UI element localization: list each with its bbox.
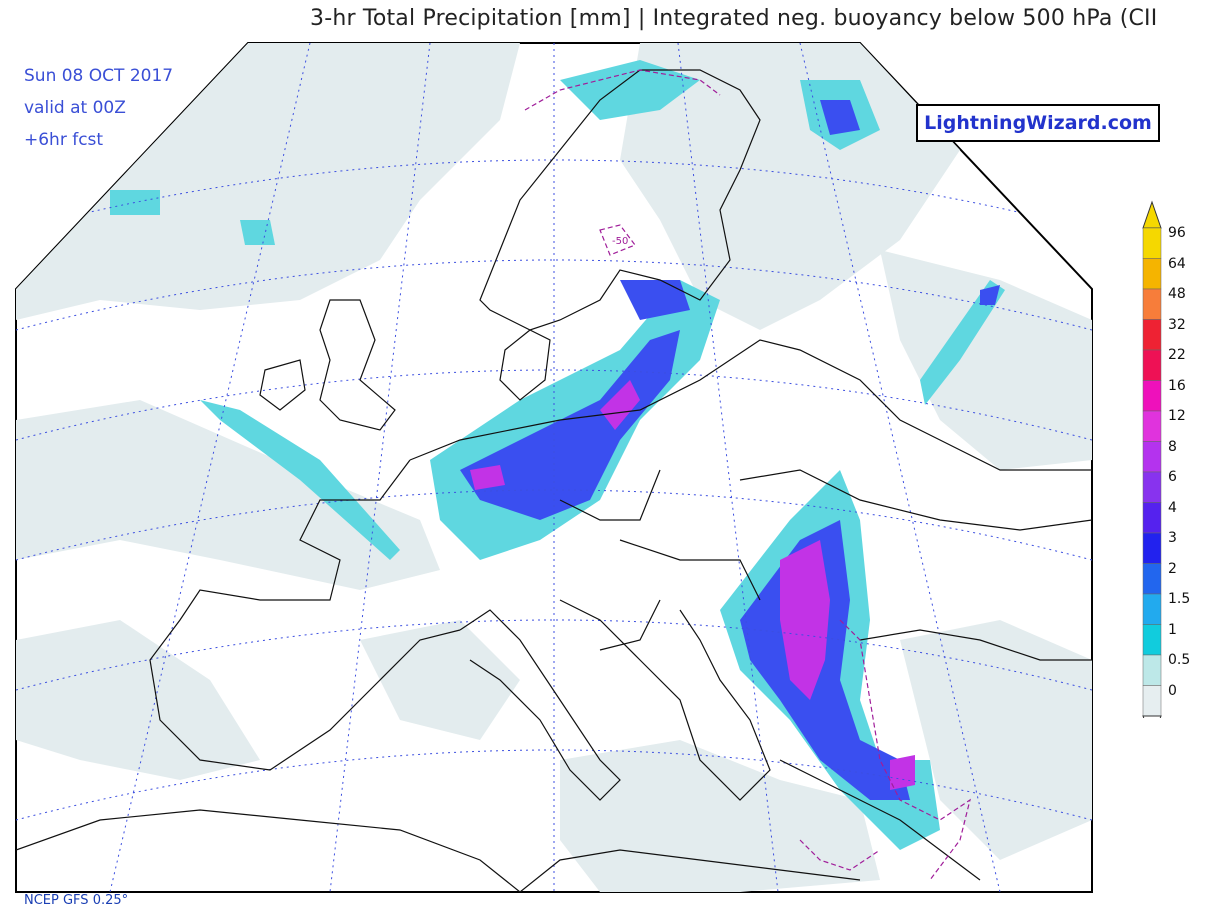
light-precip-field <box>16 43 1092 892</box>
legend-swatch <box>1142 593 1162 625</box>
legend-label: 2 <box>1168 560 1177 577</box>
legend-label: 12 <box>1168 408 1186 424</box>
legend-swatch <box>1142 258 1162 290</box>
legend-label: 0 <box>1168 682 1177 699</box>
model-label: NCEP GFS 0.25° <box>24 893 129 908</box>
lightningwizard-logo[interactable]: LightningWizard.com <box>916 104 1160 142</box>
legend-label: 48 <box>1168 286 1186 302</box>
legend-label: 3 <box>1168 530 1177 546</box>
intense-precip-field <box>470 380 915 790</box>
legend-label: 6 <box>1168 469 1177 485</box>
legend-label: 22 <box>1168 347 1186 363</box>
legend-label: 0.5 <box>1168 652 1191 668</box>
legend-swatch <box>1142 502 1162 534</box>
legend-swatch <box>1142 349 1162 381</box>
legend-swatch <box>1142 685 1162 717</box>
legend-swatch <box>1142 319 1162 351</box>
valid-time: valid at 00Z <box>24 98 126 118</box>
legend-swatch <box>1142 624 1162 656</box>
coastlines <box>16 69 1092 892</box>
precip-color-legend <box>1142 200 1162 718</box>
legend-swatch <box>1142 380 1162 412</box>
legend-swatch <box>1142 288 1162 320</box>
legend-label: 8 <box>1168 438 1177 455</box>
legend-swatch <box>1142 471 1162 503</box>
legend-label: 1 <box>1168 621 1177 638</box>
legend-label: 32 <box>1168 316 1186 333</box>
cin-contours <box>524 69 971 881</box>
legend-min-arrow <box>1142 715 1162 718</box>
cin-contour-label: -50 <box>612 236 628 247</box>
graticule <box>16 43 1092 892</box>
chart-title: 3-hr Total Precipitation [mm] | Integrat… <box>310 6 1158 31</box>
legend-swatch <box>1142 410 1162 442</box>
legend-label: 16 <box>1168 377 1186 394</box>
legend-label: 1.5 <box>1168 591 1191 607</box>
forecast-hour: +6hr fcst <box>24 130 104 150</box>
legend-swatch <box>1142 563 1162 595</box>
legend-label: 96 <box>1168 225 1186 241</box>
legend-label: 4 <box>1168 499 1177 516</box>
legend-swatch <box>1142 227 1162 259</box>
legend-label: 64 <box>1168 255 1186 272</box>
legend-max-arrow <box>1142 200 1162 229</box>
forecast-date: Sun 08 OCT 2017 <box>24 66 174 86</box>
legend-swatch <box>1142 654 1162 686</box>
legend-swatch <box>1142 441 1162 473</box>
legend-swatch <box>1142 532 1162 564</box>
